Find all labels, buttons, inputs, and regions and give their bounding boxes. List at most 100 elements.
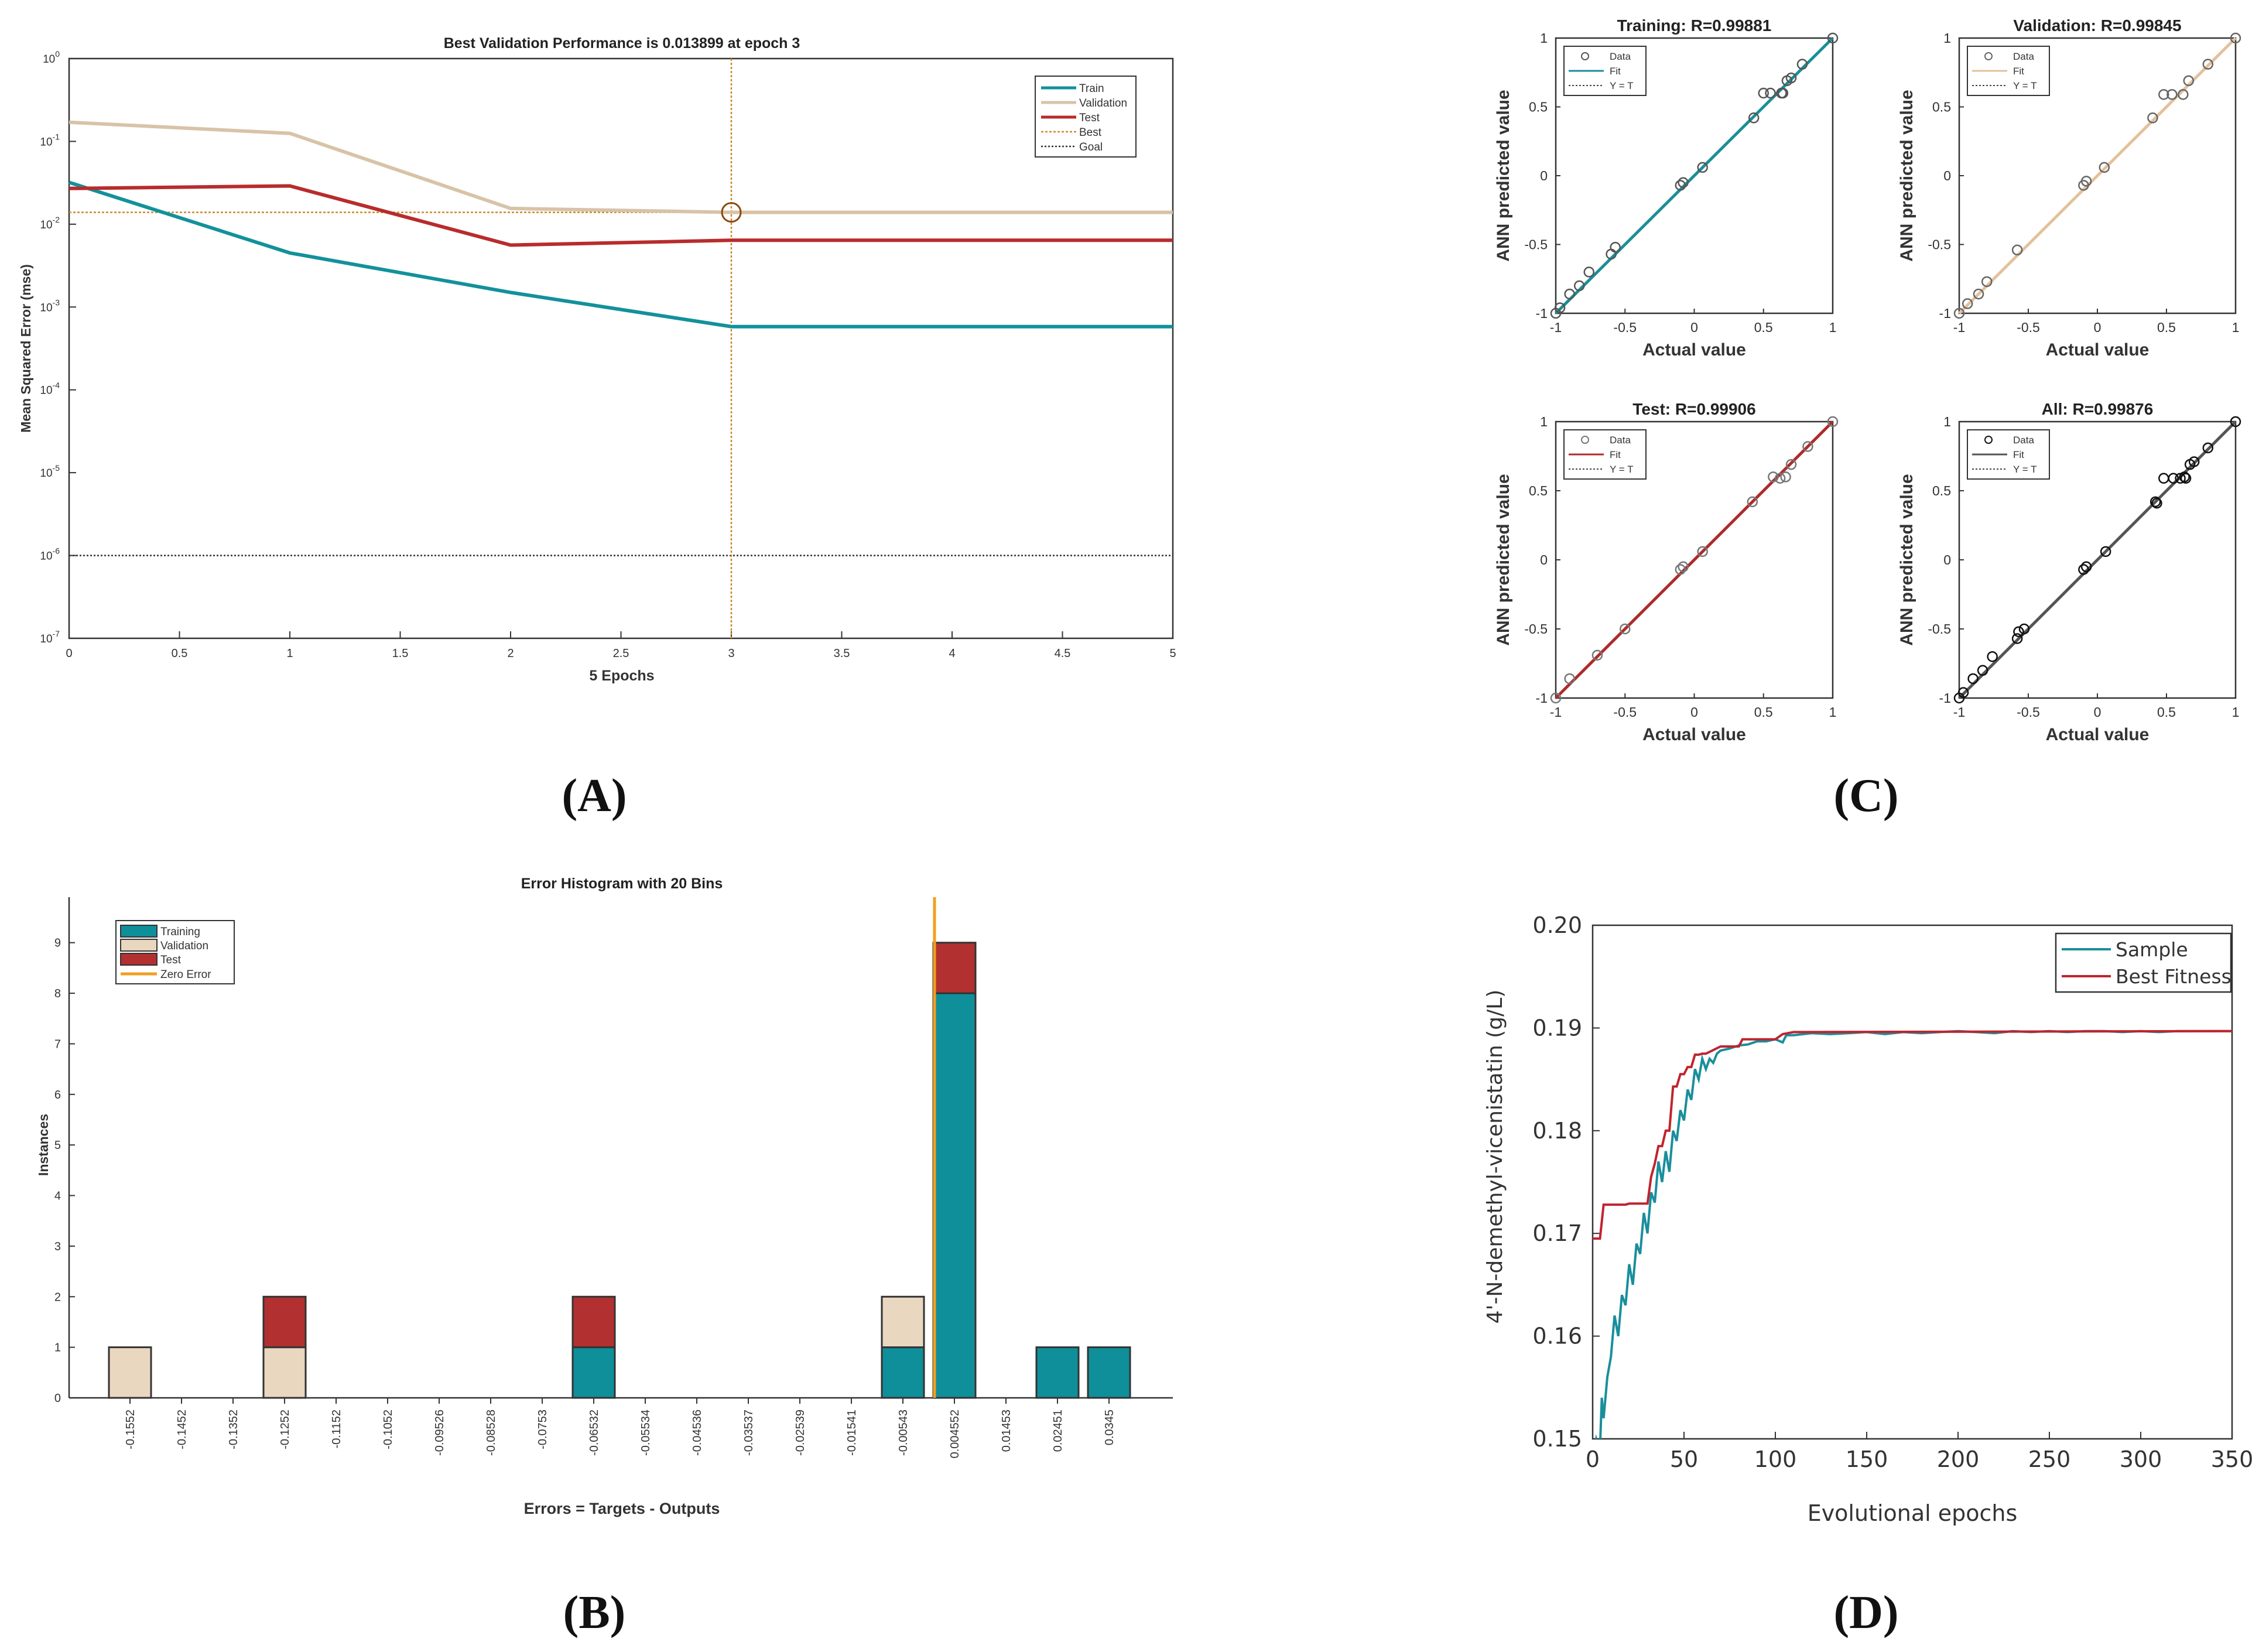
chart-d-ytick-label: 0.19 <box>1532 1015 1582 1041</box>
data-point <box>2178 89 2189 100</box>
chart-a-xtick-label: 3 <box>728 647 734 660</box>
chart-a-xtick-label: 4.5 <box>1055 647 1071 660</box>
data-point <box>1774 473 1786 484</box>
chart-d-xtick-label: 250 <box>2028 1446 2071 1472</box>
chart-d-xtick-label: 200 <box>1937 1446 1980 1472</box>
chart-b-xtick-label: -0.1152 <box>330 1410 343 1448</box>
chart-a-xtick-label: 4 <box>949 647 955 660</box>
regression-xtick-label: -0.5 <box>1613 320 1637 335</box>
legend-data-marker <box>1984 52 1993 60</box>
regression-xtick-label: -0.5 <box>1613 704 1637 720</box>
regression-xtick-label: 1 <box>2232 320 2240 335</box>
legend-data-label: Data <box>2013 51 2034 62</box>
data-point <box>1785 459 1797 470</box>
regression-ytick-label: -1 <box>1939 306 1951 321</box>
data-point <box>2166 89 2178 100</box>
regression-title: Validation: R=0.99845 <box>2013 16 2181 35</box>
chart-b-xtick-label: -0.05534 <box>639 1410 652 1456</box>
regression-xlabel: Actual value <box>2046 340 2150 360</box>
chart-d-ytick-label: 0.16 <box>1532 1323 1582 1349</box>
data-point <box>1550 692 1562 704</box>
chart-a-xtick-label: 1 <box>286 647 293 660</box>
legend-data-label: Data <box>1610 435 1631 446</box>
regression-xlabel: Actual value <box>1642 725 1746 744</box>
bar-test <box>262 1295 307 1349</box>
data-point <box>2150 496 2161 508</box>
chart-b-xtick-label: -0.00543 <box>897 1410 910 1456</box>
data-point <box>1768 471 1779 483</box>
chart-d-legend-box <box>2055 932 2232 993</box>
chart-b-xtick-label: -0.1352 <box>227 1410 240 1449</box>
legend-fit-label: Fit <box>2013 66 2024 77</box>
series-test-line <box>69 184 1173 247</box>
data-point <box>2147 112 2158 124</box>
panel-c-regression-plots: Training: R=0.99881 -1 -0.5 0 0.5 1 -1 -0.5 0 0.5… <box>1494 16 2241 744</box>
bar-validation <box>262 1346 307 1399</box>
chart-b-xtick-label: 0.01453 <box>1000 1410 1013 1452</box>
chart-a-xtick-label: 2 <box>507 647 514 660</box>
bar-training <box>932 992 977 1399</box>
chart-a-xlabel: 5 Epochs <box>589 668 654 684</box>
chart-d-ytick-label: 0.20 <box>1532 912 1582 938</box>
data-point <box>1796 59 1808 70</box>
bar-test <box>571 1295 616 1349</box>
chart-d-axes: 0 50 100 150 200 250 300 350 0.15 0.16 0.17 0.18 0.1… <box>1532 912 2253 1472</box>
bar-training <box>571 1346 616 1399</box>
data-point <box>2013 626 2024 637</box>
regression-xtick-label: 0.5 <box>1754 320 1773 335</box>
chart-b-xtick-label: -0.06532 <box>588 1410 601 1456</box>
regression-xtick-label: -1 <box>1550 320 1562 335</box>
chart-d-ytick-label: 0.15 <box>1532 1426 1582 1452</box>
data-point <box>2080 561 2092 573</box>
legend-validation-swatch <box>120 939 158 952</box>
regression-ylabel: ANN predicted value <box>1897 474 1916 645</box>
data-point <box>2180 473 2192 484</box>
regression-xtick-label: 0 <box>2094 704 2101 720</box>
chart-b-xtick-label: -0.01541 <box>846 1410 858 1456</box>
chart-a-xtick-label: 2.5 <box>613 647 629 660</box>
regression-title: Test: R=0.99906 <box>1632 400 1755 418</box>
chart-b-ytick-label: 8 <box>54 987 61 1000</box>
data-point <box>1620 623 1631 635</box>
chart-a-xtick-label: 3.5 <box>834 647 850 660</box>
regression-ytick-label: -1 <box>1536 690 1548 706</box>
bar-training <box>1087 1346 1131 1399</box>
panel-a-performance-chart: Best Validation Performance is 0.013899 … <box>18 35 1176 822</box>
bar-training <box>881 1346 925 1399</box>
regression-xtick-label: 0.5 <box>2157 320 2176 335</box>
data-point <box>1697 546 1708 557</box>
legend-data-label: Data <box>1610 51 1631 62</box>
chart-b-ytick-label: 9 <box>54 937 61 950</box>
data-point <box>1967 673 1979 685</box>
chart-b-ytick-label: 7 <box>54 1038 61 1051</box>
regression-subplot-1: Training: R=0.99881 -1 -0.5 0 0.5 1 -1 -0.5 0 0.5… <box>1494 16 1839 360</box>
regression-subplot-4: All: R=0.99876 -1 -0.5 0 0.5 1 -1 -0.5 0 0.5 1 Actu… <box>1897 400 2241 744</box>
data-point <box>2099 162 2110 173</box>
data-point <box>1697 162 1708 173</box>
data-point <box>2230 32 2241 44</box>
data-point <box>2078 564 2089 575</box>
legend-data-label: Data <box>2013 435 2034 446</box>
data-point <box>1610 241 1621 253</box>
regression-ytick-label: 0 <box>1943 552 1951 567</box>
data-point <box>2202 442 2214 454</box>
data-point <box>1977 665 1988 676</box>
chart-b-ytick-label: 4 <box>54 1190 61 1203</box>
regression-subplot-2: Validation: R=0.99845 -1 -0.5 0 0.5 1 -1 -0.5 0 0… <box>1897 16 2241 360</box>
legend-yt-label: Y = T <box>1610 80 1633 91</box>
chart-b-xtick-label: 0.004552 <box>949 1410 961 1458</box>
regression-ytick-label: 0 <box>1540 168 1548 183</box>
data-point <box>2011 244 2023 256</box>
chart-b-ytick-label: 3 <box>54 1240 61 1253</box>
data-point <box>1675 564 1686 575</box>
regression-ytick-label: -0.5 <box>1928 621 1951 637</box>
chart-a-xtick-label: 1.5 <box>392 647 409 660</box>
regression-title: Training: R=0.99881 <box>1617 16 1772 35</box>
legend-data-marker <box>1984 436 1993 444</box>
chart-b-xtick-label: -0.04536 <box>691 1410 704 1456</box>
panel-b-error-histogram: Error Histogram with 20 Bins 0 1 2 3 4 5 6 7 8 9 -… <box>36 875 1173 1639</box>
regression-ytick-label: -1 <box>1536 306 1548 321</box>
regression-xlabel: Actual value <box>2046 725 2150 744</box>
chart-d-xtick-label: 0 <box>1586 1446 1600 1472</box>
regression-ytick-label: 1 <box>1943 30 1951 46</box>
